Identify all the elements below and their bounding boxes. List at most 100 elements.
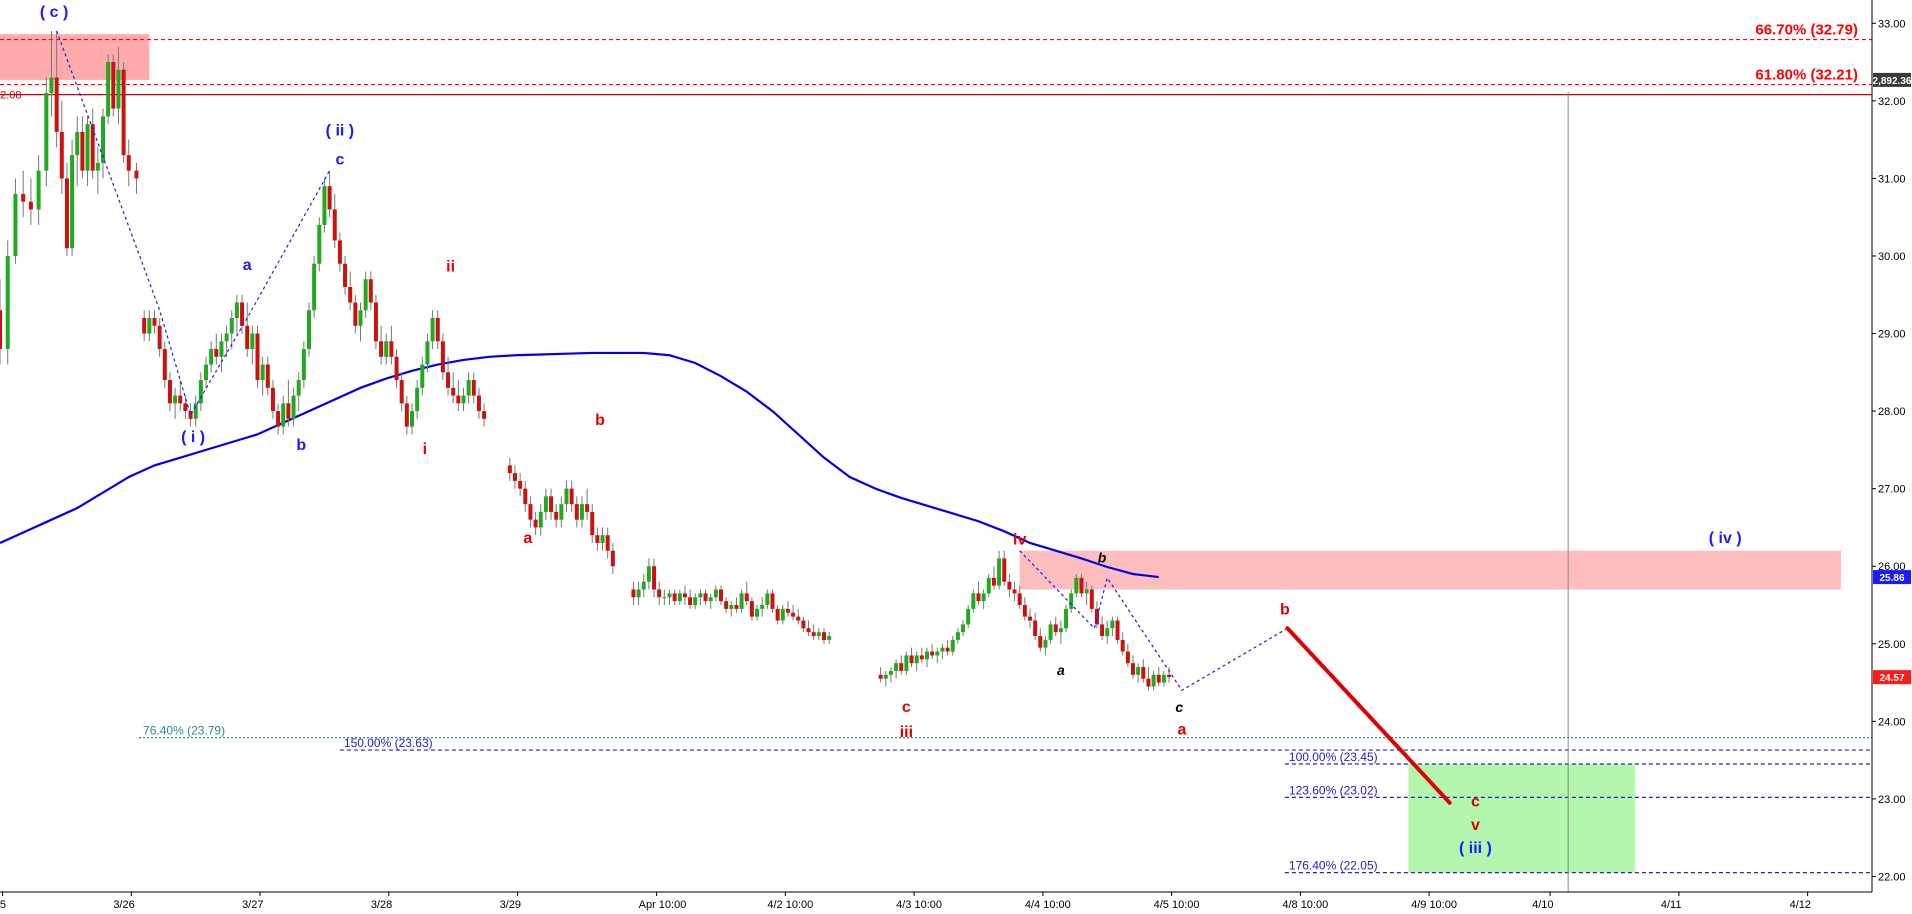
candle-body — [1027, 616, 1032, 621]
y-tick-label: 25.00 — [1878, 639, 1906, 651]
candle-body — [90, 124, 95, 171]
candle-205 — [1156, 667, 1161, 687]
candle-body — [409, 411, 414, 427]
candle-99 — [549, 488, 554, 520]
candle-body — [162, 349, 167, 381]
candle-body — [167, 380, 172, 404]
price-tag-2: 24.57 — [1873, 670, 1911, 685]
candle-body — [734, 605, 739, 609]
fib-level-label-4: 150.00% (23.63) — [344, 736, 433, 750]
candle-52 — [286, 380, 291, 427]
x-tick-label: 3/26 — [113, 899, 134, 911]
candle-body — [245, 325, 250, 350]
candle-body — [306, 310, 311, 350]
candle-body — [296, 380, 301, 396]
candle-8 — [54, 31, 59, 148]
candle-139 — [770, 589, 775, 613]
candle-141 — [780, 605, 785, 625]
wave-label-10: a — [523, 530, 532, 547]
candle-body — [451, 387, 456, 396]
candle-76 — [409, 403, 414, 435]
y-tick-label: 33.00 — [1878, 18, 1906, 30]
y-tick-label: 24.00 — [1878, 716, 1906, 728]
candle-body — [605, 535, 610, 551]
candle-157 — [909, 647, 914, 668]
candle-68 — [368, 271, 373, 311]
fib-level-label-0: 66.70% (32.79) — [1755, 22, 1858, 39]
candle-body — [791, 612, 796, 617]
candle-90 — [482, 403, 487, 427]
candle-189 — [1074, 573, 1079, 598]
candle-100 — [554, 504, 559, 528]
fib-level-label-3: 76.40% (23.79) — [143, 724, 225, 738]
candle-body — [1089, 589, 1094, 609]
y-tick-label: 31.00 — [1878, 173, 1906, 185]
wave-label-12: b — [1098, 549, 1107, 565]
zone-2 — [1408, 764, 1636, 873]
candle-body — [75, 131, 80, 156]
candle-body — [353, 302, 358, 326]
candle-142 — [785, 601, 790, 617]
candle-body — [193, 403, 198, 419]
candle-body — [255, 333, 260, 381]
candle-160 — [924, 647, 929, 668]
candle-178 — [1017, 585, 1022, 609]
candle-body — [466, 380, 471, 396]
candle-152 — [883, 670, 888, 687]
candle-body — [1022, 605, 1027, 617]
candle-body — [49, 77, 54, 94]
candle-body — [100, 116, 105, 163]
candle-body — [286, 403, 291, 419]
candle-134 — [744, 581, 749, 606]
candle-91 — [507, 457, 512, 481]
candle-body — [878, 674, 883, 679]
candle-body — [430, 318, 435, 342]
candle-body — [348, 286, 353, 303]
candle-body — [904, 655, 909, 671]
candle-50 — [276, 403, 281, 435]
candle-159 — [919, 647, 924, 664]
candle-body — [13, 193, 18, 256]
candle-body — [1125, 651, 1130, 664]
candle-84 — [451, 372, 456, 404]
candle-138 — [765, 589, 770, 609]
candle-body — [312, 263, 317, 311]
candle-173 — [991, 566, 996, 590]
candle-body — [1064, 608, 1069, 629]
candle-194 — [1100, 616, 1105, 640]
candle-181 — [1033, 612, 1038, 640]
moving-average-series — [0, 351, 1159, 579]
candle-101 — [559, 496, 564, 528]
x-tick-label: 3/25 — [0, 899, 6, 911]
candle-129 — [718, 585, 723, 606]
candle-body — [44, 93, 49, 171]
candle-20 — [116, 46, 121, 125]
candle-164 — [945, 639, 950, 656]
candle-70 — [379, 325, 384, 365]
candle-body — [888, 670, 893, 675]
candle-22 — [126, 139, 131, 187]
candle-104 — [574, 496, 579, 528]
candle-body — [909, 655, 914, 664]
candle-179 — [1022, 597, 1027, 621]
candle-body — [585, 504, 590, 512]
price-tag-1: 25.86 — [1873, 570, 1911, 585]
candle-23 — [134, 162, 139, 194]
candle-137 — [760, 597, 765, 617]
candle-body — [1151, 674, 1156, 687]
candle-135 — [749, 597, 754, 621]
candle-27 — [157, 318, 162, 357]
candle-body — [986, 577, 991, 594]
candle-126 — [703, 589, 708, 606]
candle-115 — [646, 558, 651, 590]
candle-108 — [595, 527, 600, 551]
candle-21 — [121, 62, 126, 163]
candle-body — [1069, 593, 1074, 609]
candle-40 — [224, 325, 229, 357]
candle-200 — [1130, 655, 1135, 679]
candle-5 — [36, 155, 41, 225]
candle-body — [28, 201, 33, 210]
candle-body — [950, 639, 955, 652]
